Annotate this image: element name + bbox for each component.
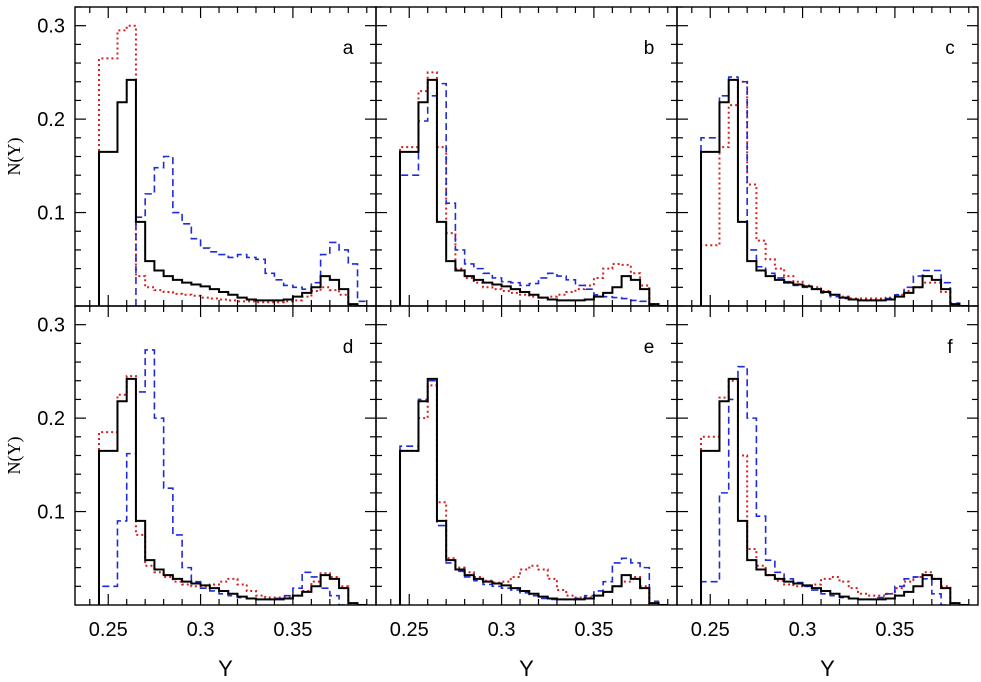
panel-label: b [644, 38, 655, 59]
y-tick-label: 0.2 [37, 408, 65, 430]
panel-series-group [399, 377, 668, 605]
series-variant-dashed-d [98, 349, 349, 605]
series-reference-b [399, 78, 668, 306]
series-variant-dotted-b [399, 71, 668, 306]
panel-c: c [676, 6, 979, 307]
panel-a: a 0.1 0.2 0.3 N(Y) [4, 6, 377, 307]
series-variant-dotted-d [98, 375, 367, 605]
series-reference-a [98, 78, 367, 306]
x-tick-label: 0.3 [488, 619, 516, 641]
series-reference-f [700, 377, 969, 605]
x-tick-label: 0.25 [89, 619, 128, 641]
x-axis-label: Y [820, 656, 835, 681]
x-tick-label: 0.25 [691, 619, 730, 641]
series-variant-dashed-c [700, 76, 969, 306]
x-tick-label: 0.3 [789, 619, 817, 641]
panel-label: a [343, 38, 354, 59]
panel-label: d [343, 337, 354, 358]
x-axis-label: Y [218, 656, 233, 681]
series-reference-d [98, 377, 367, 605]
panel-e: e 0.25 0.3 0.35 Y [375, 305, 678, 681]
y-axis-label: N(Y) [4, 138, 25, 176]
panel-frame [74, 6, 377, 307]
series-variant-dotted-e [399, 384, 668, 605]
panel-frame [676, 305, 979, 606]
panel-label: f [947, 337, 953, 358]
x-tick-label: 0.35 [875, 619, 914, 641]
y-axis-label: N(Y) [4, 437, 25, 475]
panel-frame [375, 6, 678, 307]
y-tick-label: 0.2 [37, 109, 65, 131]
panel-frame [676, 6, 979, 307]
series-variant-dashed-f [700, 365, 951, 605]
x-tick-label: 0.3 [187, 619, 215, 641]
series-reference-e [399, 377, 668, 605]
y-tick-label: 0.3 [37, 16, 65, 38]
series-variant-dotted-f [700, 379, 969, 605]
x-tick-label: 0.35 [574, 619, 613, 641]
series-variant-dashed-a [135, 155, 367, 306]
x-tick-label: 0.35 [273, 619, 312, 641]
y-tick-label: 0.1 [37, 203, 65, 225]
series-reference-c [700, 78, 969, 306]
series-variant-dotted-a [98, 24, 367, 306]
series-variant-dashed-e [399, 379, 668, 605]
panel-series-group [700, 76, 969, 306]
y-tick-label: 0.3 [37, 315, 65, 337]
x-tick-label: 0.25 [390, 619, 429, 641]
panel-frame [375, 305, 678, 606]
panel-b: b [375, 6, 678, 307]
series-variant-dashed-b [399, 82, 668, 306]
panel-label: c [945, 38, 955, 59]
panels-layer: a 0.1 0.2 0.3 N(Y) b c d 0.1 0.2 0.3 N(Y) 0.25 0.3 0.3… [4, 6, 979, 681]
panel-series-group [399, 71, 668, 306]
panel-series-group [700, 365, 969, 605]
panel-series-group [98, 349, 367, 605]
panel-label: e [644, 337, 655, 358]
panel-frame [74, 305, 377, 606]
panel-series-group [98, 24, 367, 306]
y-tick-label: 0.1 [37, 502, 65, 524]
panel-d: d 0.1 0.2 0.3 N(Y) 0.25 0.3 0.35 Y [4, 305, 377, 681]
panel-f: f 0.25 0.3 0.35 Y [676, 305, 979, 681]
series-variant-dotted-c [700, 80, 969, 306]
x-axis-label: Y [519, 656, 534, 681]
